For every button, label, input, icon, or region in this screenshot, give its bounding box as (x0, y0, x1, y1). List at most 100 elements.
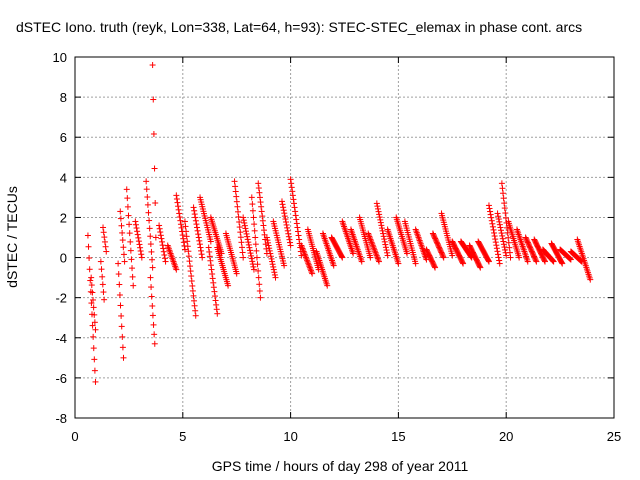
data-point (225, 282, 232, 289)
data-point (249, 258, 256, 265)
data-point (120, 244, 127, 251)
data-point (373, 252, 380, 259)
data-point (291, 204, 298, 211)
data-point (280, 204, 287, 211)
data-point (150, 321, 157, 328)
data-point (99, 281, 106, 288)
data-point (88, 282, 95, 289)
data-point (101, 238, 108, 245)
data-point (248, 255, 255, 262)
data-point (302, 254, 309, 261)
data-point (499, 185, 506, 192)
data-point (126, 230, 133, 237)
data-point (377, 216, 384, 223)
data-point (117, 215, 124, 222)
data-point (496, 221, 503, 228)
data-point (488, 217, 495, 224)
data-point (192, 214, 199, 221)
data-point (528, 248, 535, 255)
data-point (338, 253, 345, 260)
data-point (523, 235, 530, 242)
data-point (147, 241, 154, 248)
data-point (491, 233, 498, 240)
data-point (89, 289, 96, 296)
data-point (287, 242, 294, 249)
data-point (173, 266, 180, 273)
data-point (269, 258, 276, 265)
data-point (247, 250, 254, 257)
data-point (189, 282, 196, 289)
data-point (526, 243, 533, 250)
data-point (295, 232, 302, 239)
data-point (308, 267, 315, 274)
data-point (287, 176, 294, 183)
data-point (501, 200, 508, 207)
data-point (506, 249, 513, 256)
data-point (289, 192, 296, 199)
data-point (191, 297, 198, 304)
data-point (380, 233, 387, 240)
data-point (90, 345, 97, 352)
data-point (524, 239, 531, 246)
data-point (115, 271, 122, 278)
y-tick-label: -2 (55, 291, 67, 306)
data-point (125, 212, 132, 219)
data-point (524, 238, 531, 245)
x-axis-label: GPS time / hours of day 298 of year 2011 (212, 458, 469, 474)
data-point (118, 312, 125, 319)
data-point (378, 225, 385, 232)
data-point (367, 236, 374, 243)
data-point (92, 326, 99, 333)
data-point (500, 190, 507, 197)
data-point (529, 249, 536, 256)
data-point (431, 234, 438, 241)
data-point (182, 223, 189, 230)
data-point (180, 235, 187, 242)
data-point (270, 266, 277, 273)
x-tick-label: 10 (283, 429, 297, 444)
data-point (493, 242, 500, 249)
data-point (492, 236, 499, 243)
data-point (494, 210, 501, 217)
data-point (123, 186, 130, 193)
data-point (250, 266, 257, 273)
data-point (147, 274, 154, 281)
data-point (437, 248, 444, 255)
data-point (505, 234, 512, 241)
data-point (304, 257, 311, 264)
x-tick-label: 25 (607, 429, 621, 444)
data-point (281, 262, 288, 269)
data-point (436, 244, 443, 251)
data-point (213, 301, 220, 308)
data-point (567, 256, 574, 263)
data-point (124, 203, 131, 210)
data-point (149, 264, 156, 271)
data-point (146, 225, 153, 232)
data-point (84, 232, 91, 239)
data-point (161, 255, 168, 262)
data-point (485, 202, 492, 209)
data-point (151, 340, 158, 347)
data-point (530, 252, 537, 259)
data-point (150, 131, 157, 138)
data-point (502, 214, 509, 221)
data-point (150, 96, 157, 103)
data-point (495, 213, 502, 220)
data-point (102, 243, 109, 250)
data-point (240, 217, 247, 224)
data-point (433, 239, 440, 246)
data-point (179, 232, 186, 239)
y-tick-label: 4 (60, 170, 67, 185)
data-point (255, 267, 262, 274)
data-point (238, 239, 245, 246)
data-point (493, 245, 500, 252)
data-point (135, 238, 142, 245)
data-point (433, 238, 440, 245)
data-point (240, 214, 247, 221)
x-tick-label: 0 (71, 429, 78, 444)
data-point (248, 194, 255, 201)
data-point (550, 258, 557, 265)
data-point (496, 257, 503, 264)
data-point (127, 238, 134, 245)
